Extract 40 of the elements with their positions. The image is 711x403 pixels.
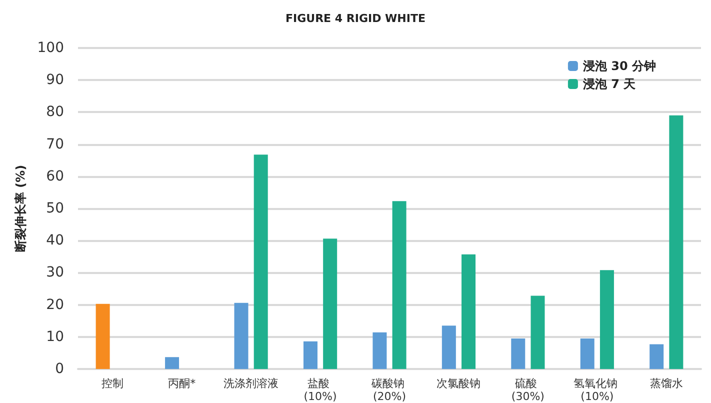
bar xyxy=(442,326,456,369)
bar xyxy=(462,254,476,369)
bar xyxy=(323,238,338,369)
y-tick-label: 30 xyxy=(46,264,64,281)
y-tick-label: 80 xyxy=(46,104,64,120)
bar xyxy=(600,270,614,369)
x-tick-label: 丙酮* xyxy=(168,377,196,390)
y-tick-label: 60 xyxy=(46,168,64,184)
bar xyxy=(234,302,248,369)
y-tick-label: 100 xyxy=(37,40,64,56)
bar xyxy=(669,115,684,369)
bar xyxy=(392,201,406,369)
x-tick-label: 洗涤剂溶液 xyxy=(224,377,279,390)
legend-label: 浸泡 7 天 xyxy=(582,77,637,91)
bar xyxy=(96,304,110,369)
bar xyxy=(650,344,664,369)
x-tick-label: 碳酸钠 (20%) xyxy=(370,377,408,403)
x-tick-label: 控制 xyxy=(102,377,124,390)
chart-title: FIGURE 4 RIGID WHITE xyxy=(286,12,426,25)
y-tick-label: 40 xyxy=(46,232,64,249)
x-tick-label: 硫酸 (30%) xyxy=(511,377,544,403)
x-tick-label: 盐酸 (10%) xyxy=(304,377,337,403)
y-tick-label: 90 xyxy=(46,72,64,88)
x-tick-label: 次氯酸钠 xyxy=(436,377,481,390)
bar xyxy=(511,338,526,369)
legend-label: 浸泡 30 分钟 xyxy=(582,59,656,73)
bar xyxy=(530,296,545,369)
bar xyxy=(580,338,594,369)
y-tick-label: 70 xyxy=(46,136,64,152)
y-axis-title: 断裂伸长率 (%) xyxy=(13,164,28,252)
bar xyxy=(372,332,387,369)
bar xyxy=(165,357,180,369)
x-tick-label: 蒸馏水 xyxy=(650,377,683,390)
bar xyxy=(254,154,268,369)
y-tick-label: 20 xyxy=(46,296,64,313)
y-tick-label: 10 xyxy=(46,328,64,345)
x-tick-label: 氢氧化钠 (10%) xyxy=(573,377,621,403)
y-tick-label: 50 xyxy=(46,200,64,216)
y-tick-label: 0 xyxy=(55,361,64,377)
bar xyxy=(303,341,318,369)
